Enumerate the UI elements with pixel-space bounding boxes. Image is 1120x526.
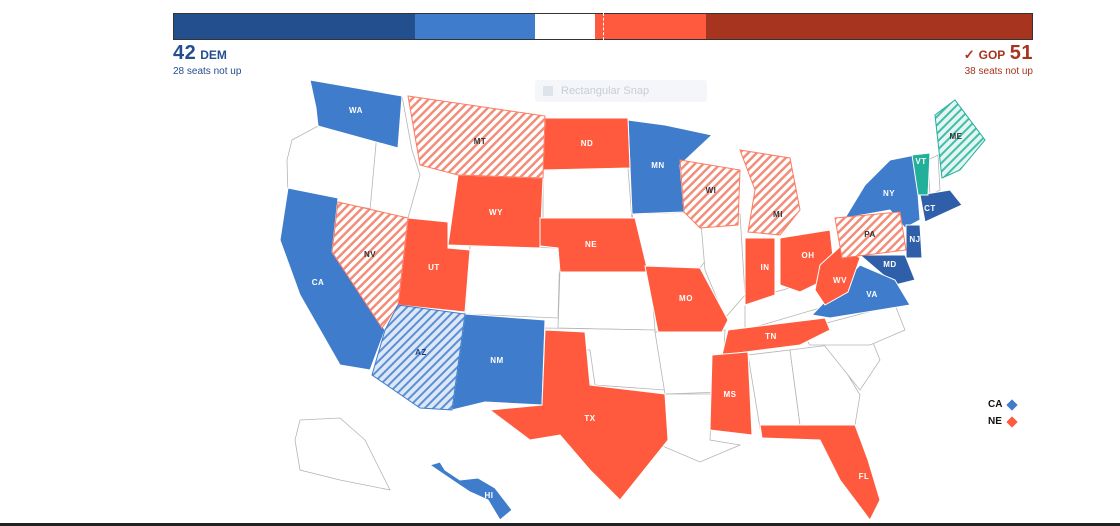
legend-label-ca: CA [988,399,1003,410]
state-SD[interactable] [542,167,633,221]
gop-count: 51 [1009,42,1033,64]
dem-label: DEM [200,48,227,62]
label-WI: WI [706,186,717,195]
balance-safe-dem [174,14,415,39]
legend-item-ca: CA [988,396,1019,413]
label-MO: MO [679,294,693,303]
label-TN: TN [765,332,777,341]
diamond-icon [1006,398,1019,411]
gop-seat-count: ✓ GOP 51 38 seats not up [964,42,1033,77]
state-MS[interactable] [709,351,753,436]
snap-icon [543,86,553,97]
label-FL: FL [859,472,870,481]
label-NJ: NJ [909,235,920,244]
state-HI[interactable] [428,461,513,521]
snap-label: Rectangular Snap [561,85,650,97]
legend-label-ne: NE [988,416,1002,427]
state-GA[interactable] [789,344,861,426]
state-KS[interactable] [557,269,656,331]
diamond-icon [1006,415,1018,428]
label-PA: PA [864,230,876,239]
check-icon: ✓ [963,47,975,62]
balance-tossup [535,14,595,39]
bottom-divider [0,523,1120,526]
state-AK[interactable] [294,417,391,491]
state-MO[interactable] [644,265,729,333]
label-UT: UT [428,263,440,272]
legend: CA NE [988,396,1019,430]
state-FL[interactable] [759,424,881,521]
state-IN[interactable] [744,237,776,306]
senate-balance-bar [173,13,1033,40]
label-MT: MT [474,137,487,146]
label-WY: WY [489,208,503,217]
label-VT: VT [915,157,926,166]
balance-lean-dem [415,14,535,39]
label-MI: MI [773,210,783,219]
label-NM: NM [490,356,503,365]
label-ME: ME [950,132,963,141]
state-labels: WA MT ND MN WI MI ME VT NY CT NJ PA MD V… [312,106,963,500]
label-NY: NY [883,189,895,198]
label-OH: OH [802,251,815,260]
state-NV[interactable] [331,201,409,329]
label-MN: MN [651,161,664,170]
state-VT[interactable] [911,152,931,196]
legend-item-ne: NE [988,413,1018,430]
state-TX[interactable] [488,329,669,501]
label-TX: TX [584,414,595,423]
state-MI[interactable] [739,149,801,236]
label-NV: NV [364,250,376,259]
state-ME[interactable] [934,99,986,179]
state-NE[interactable] [539,217,649,273]
dem-count: 42 [173,42,197,64]
state-WI[interactable] [679,159,741,229]
balance-lean-gop [595,14,706,39]
label-HI: HI [485,491,494,500]
state-TN[interactable] [721,317,831,356]
dem-seat-count: 42 DEM 28 seats not up [173,42,241,77]
label-CT: CT [924,204,936,213]
gop-label: GOP [978,48,1006,62]
label-CA: CA [312,278,325,287]
majority-line [603,13,604,40]
label-NE: NE [585,240,597,249]
state-NH[interactable] [927,154,941,196]
label-WV: WV [833,276,847,285]
state-CO[interactable] [464,245,561,319]
label-IN: IN [761,263,770,272]
state-PA[interactable] [834,211,907,259]
dem-subtitle: 28 seats not up [173,66,242,77]
label-MS: MS [724,390,737,399]
label-VA: VA [866,290,878,299]
state-MT[interactable] [407,95,546,179]
rectangular-snap-button[interactable]: Rectangular Snap [535,80,707,102]
label-AZ: AZ [415,348,427,357]
state-WA[interactable] [309,79,403,149]
label-MD: MD [883,260,896,269]
balance-safe-gop [706,14,1032,39]
state-CT[interactable] [919,189,963,223]
state-AZ[interactable] [371,304,466,411]
label-ND: ND [581,139,594,148]
gop-subtitle: 38 seats not up [964,66,1033,77]
label-WA: WA [349,106,363,115]
